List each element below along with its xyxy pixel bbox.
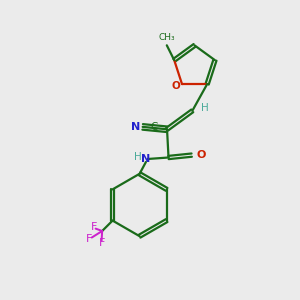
Text: F: F [85, 234, 92, 244]
Text: H: H [201, 103, 208, 113]
Text: N: N [131, 122, 140, 132]
Text: O: O [196, 150, 206, 160]
Text: O: O [171, 81, 180, 91]
Text: F: F [91, 222, 97, 233]
Text: F: F [99, 238, 105, 248]
Text: N: N [141, 154, 151, 164]
Text: H: H [134, 152, 142, 162]
Text: CH₃: CH₃ [158, 33, 175, 42]
Text: C: C [151, 122, 158, 133]
